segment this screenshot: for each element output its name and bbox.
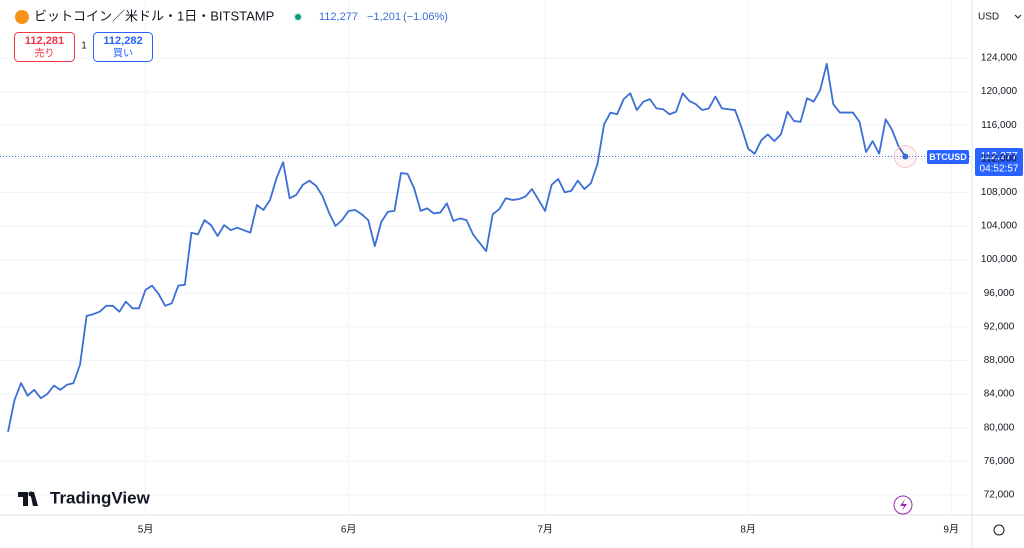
logo-dot [28, 491, 34, 497]
symbol-tag-text: BTCUSD [929, 152, 967, 162]
y-tick-label: 92,000 [984, 321, 1015, 332]
buy-label: 買い [113, 48, 133, 60]
buy-price: 112,282 [103, 35, 142, 47]
price-tag-price: 112,277 [980, 150, 1017, 162]
plot [0, 62, 972, 433]
x-tick-label: 8月 [740, 524, 756, 536]
buy-button[interactable] [93, 32, 153, 62]
price-line [7, 62, 907, 433]
currency[interactable]: USD [978, 12, 999, 23]
y-tick-label: 84,000 [984, 389, 1015, 400]
sell-price: 112,281 [25, 35, 64, 47]
symbol-tag [927, 150, 969, 164]
symbol-title: ビットコイン／米ドル・1日・BITSTAMP [34, 8, 274, 23]
coin-icon [15, 10, 29, 24]
header-change-pct: (−1.06%) [403, 11, 448, 23]
y-tick-label: 76,000 [984, 456, 1015, 467]
x-tick-label: 5月 [138, 524, 154, 536]
logo-mark [18, 492, 38, 506]
sell-label: 売り [35, 47, 55, 60]
x-tick-label: 6月 [341, 524, 357, 536]
y-tick-label: 100,000 [981, 254, 1018, 265]
price-tag-countdown: 04:52:57 [980, 164, 1019, 175]
price-tag [975, 148, 1023, 176]
sell-button[interactable] [14, 32, 75, 62]
last-price-point [902, 153, 909, 160]
currency-caret [1014, 14, 1022, 19]
y-tick-label: 112,000 [981, 153, 1017, 164]
y-tick-label: 72,000 [984, 489, 1015, 500]
status-dot [295, 14, 301, 20]
y-tick-label: 124,000 [981, 53, 1018, 64]
logo: TradingView [50, 488, 151, 507]
y-tick-label: 88,000 [984, 355, 1015, 366]
grid [0, 0, 972, 515]
header-change: −1,201 [367, 11, 401, 23]
y-tick-label: 120,000 [981, 86, 1018, 97]
y-tick-label: 116,000 [981, 120, 1017, 131]
x-tick-label: 9月 [943, 524, 959, 536]
y-tick-label: 96,000 [984, 288, 1015, 299]
header-price: 112,277 [319, 11, 358, 23]
y-tick-label: 80,000 [984, 422, 1015, 433]
x-tick-label: 7月 [537, 524, 553, 536]
y-tick-label: 104,000 [981, 221, 1018, 232]
quantity: 1 [81, 41, 87, 52]
lightning-icon [900, 499, 907, 511]
settings-button[interactable] [993, 524, 1005, 536]
y-tick-label: 108,000 [981, 187, 1018, 198]
